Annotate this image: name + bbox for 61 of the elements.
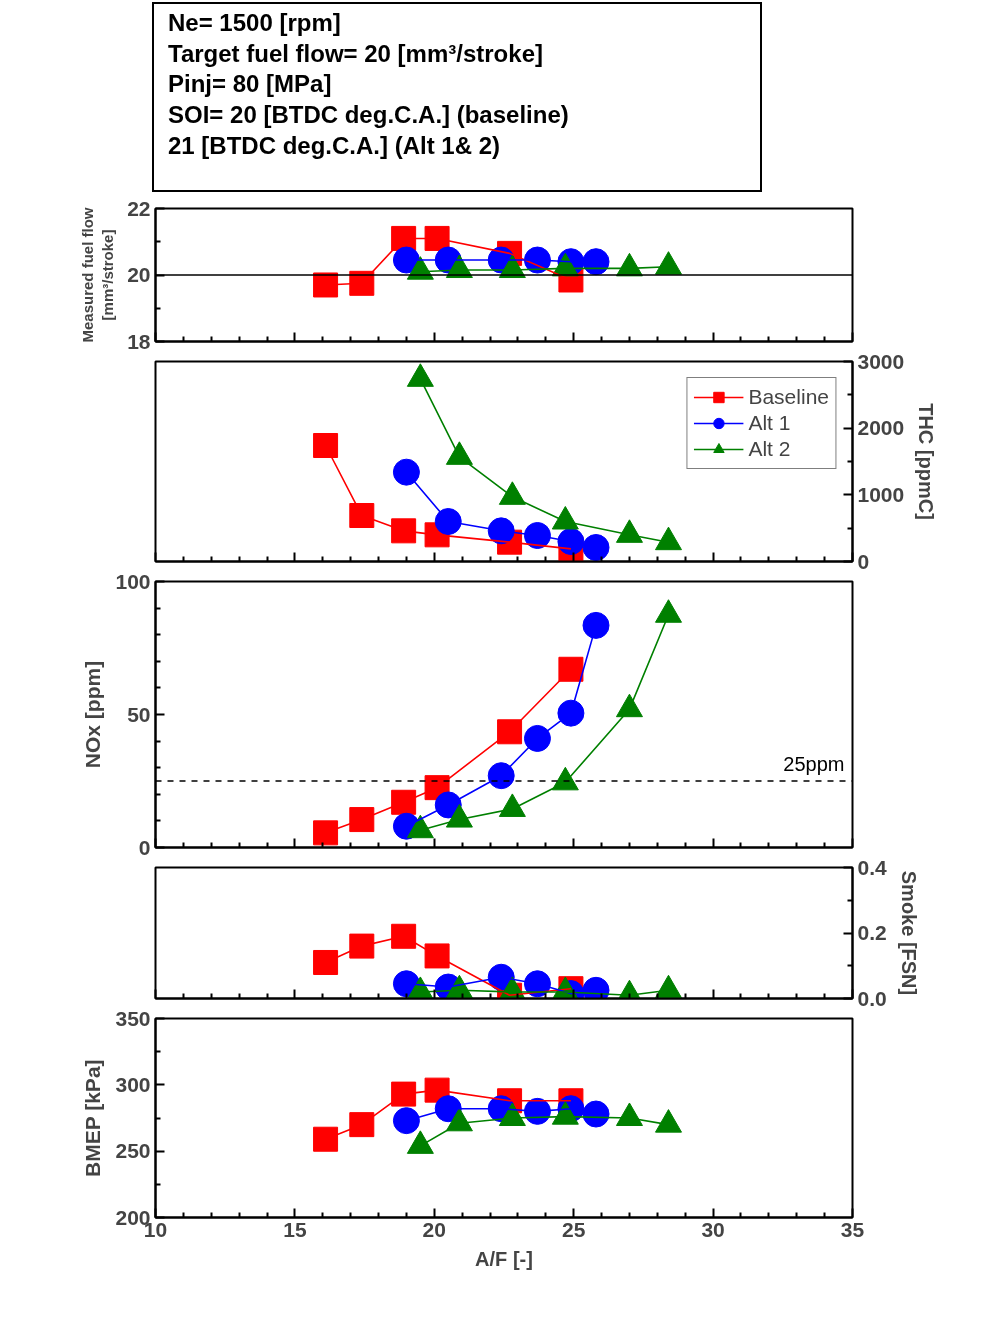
y2-tick-label: 2000	[857, 416, 905, 440]
x-tick-label: 20	[422, 1217, 446, 1241]
y-tick-label: 250	[115, 1139, 151, 1163]
y-axis-title: Measured fuel flow [mm³/stroke]	[78, 207, 117, 343]
point	[445, 441, 473, 465]
x-tick-label: 30	[701, 1217, 725, 1241]
legend-label: Baseline	[748, 385, 829, 409]
point	[391, 789, 417, 815]
x-tick-label: 35	[840, 1217, 865, 1241]
point	[487, 762, 515, 790]
y-tick-label: 50	[127, 702, 151, 726]
point	[406, 363, 434, 387]
point	[391, 518, 417, 544]
point	[497, 719, 523, 745]
y-tick-label: 300	[115, 1072, 151, 1096]
text: Pinj= 80 [MPa]	[168, 69, 333, 100]
legend-label: Alt 2	[748, 437, 791, 461]
y2-tick-label: 0.4	[857, 855, 888, 879]
x-tick-label: 15	[283, 1217, 307, 1241]
y2-tick-label: 1000	[857, 482, 905, 506]
point	[313, 272, 339, 298]
point	[487, 517, 515, 545]
y2-axis-title: THC [ppmC]	[915, 403, 938, 520]
y-tick-label: 22	[127, 196, 151, 220]
point	[392, 458, 420, 486]
legend-label: Alt 1	[748, 411, 791, 435]
y2-tick-label: 0.2	[857, 921, 887, 944]
y2-tick-label: 3000	[857, 349, 905, 373]
y-axis-title: NOx [ppm]	[81, 660, 105, 769]
y2-tick-label: 0.0	[857, 986, 887, 1010]
point	[582, 534, 610, 561]
point	[582, 248, 610, 276]
point	[558, 656, 584, 682]
y-axis-title: BMEP [kPa]	[81, 1059, 105, 1177]
point	[392, 1107, 420, 1135]
point	[434, 508, 462, 535]
y-tick-label: 0	[138, 835, 151, 859]
point	[424, 225, 450, 251]
point	[391, 1081, 417, 1107]
y2-tick-label: 0	[857, 549, 870, 573]
y-tick-label: 18	[127, 329, 151, 353]
y-tick-label: 350	[115, 1006, 151, 1030]
ref-line-label: 25ppm	[783, 753, 845, 775]
text: SOI= 20 [BTDC deg.C.A.] (baseline)	[168, 100, 569, 131]
x-tick-label: 25	[562, 1217, 586, 1241]
point	[582, 611, 610, 639]
point	[349, 503, 375, 528]
text: Ne= 1500 [rpm]	[168, 8, 342, 38]
point	[349, 1112, 375, 1138]
text: Target fuel flow= 20 [mm³/stroke]	[168, 38, 544, 69]
point	[582, 1100, 610, 1128]
point	[313, 1126, 339, 1152]
y2-axis-title: Smoke [FSN]	[897, 870, 920, 996]
point	[349, 807, 375, 833]
x-axis-title: A/F [-]	[475, 1247, 533, 1270]
y-tick-label: 20	[127, 263, 151, 286]
y-tick-label: 100	[115, 569, 151, 593]
text: 21 [BTDC deg.C.A.] (Alt 1& 2)	[168, 130, 501, 161]
point	[557, 699, 585, 727]
point	[313, 820, 339, 846]
point	[523, 724, 551, 752]
